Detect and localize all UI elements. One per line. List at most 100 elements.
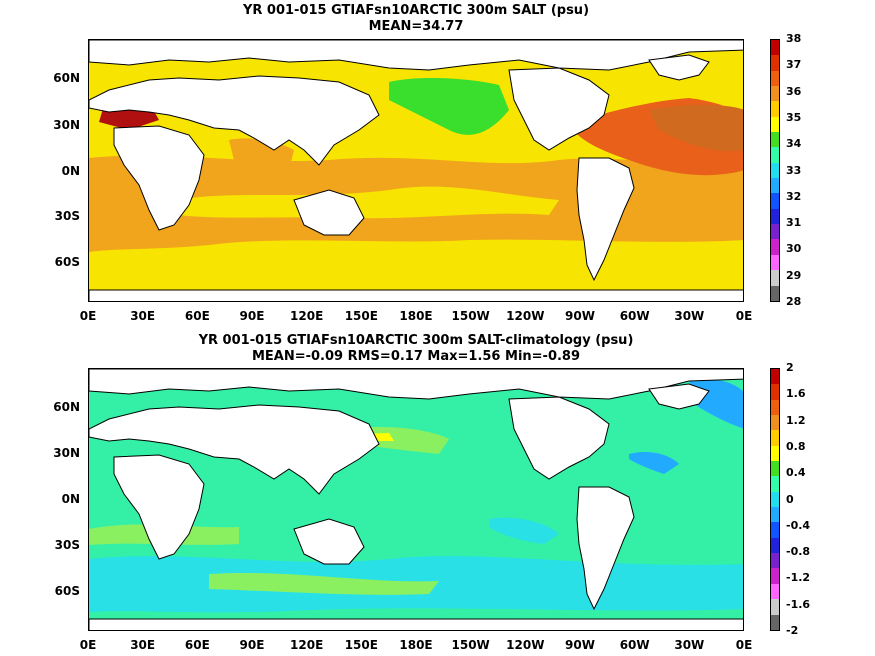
panel2-colorbar-swatch	[771, 599, 779, 615]
panel1-colorbar-label: 32	[786, 189, 802, 203]
panel1-lat-0n: 0N	[61, 164, 80, 178]
panel1-lon-label: 180E	[399, 309, 433, 323]
panel2-colorbar-swatch	[771, 583, 779, 600]
panel1-colorbar-swatch	[771, 147, 779, 163]
panel2-colorbar-swatch	[771, 369, 779, 385]
panel2-colorbar-swatch	[771, 384, 779, 400]
panel1-colorbar-swatch	[771, 86, 779, 102]
panel1-lon-label: 90E	[239, 309, 265, 323]
panel1-lon-label: 120E	[290, 309, 324, 323]
panel2-lat-60s: 60S	[54, 584, 80, 598]
panel2-lon-label: 120W	[506, 638, 545, 652]
panel1-lon-label: 150E	[344, 309, 378, 323]
panel1-colorbar-swatch	[771, 132, 779, 148]
panel1-title: YR 001-015 GTIAFsn10ARCTIC 300m SALT (ps…	[242, 3, 590, 18]
panel2-subtitle: MEAN=-0.09 RMS=0.17 Max=1.56 Min=-0.89	[251, 349, 581, 364]
panel1-colorbar-swatch	[771, 101, 779, 117]
panel1-colorbar-label: 37	[786, 58, 802, 72]
panel2-colorbar-label: 1.6	[786, 387, 806, 401]
panel2-land	[89, 369, 743, 630]
panel1-lon-label: 0E	[79, 309, 97, 323]
panel2-colorbar-label: -1.6	[786, 597, 811, 611]
panel1-lat-60s: 60S	[54, 255, 80, 269]
panel2-colorbar-label: -2	[786, 624, 799, 637]
panel2-lon-label: 120E	[290, 638, 324, 652]
panel1-colorbar-label: 33	[786, 163, 802, 177]
panel2-lon-label: 150E	[344, 638, 378, 652]
panel1-map	[88, 39, 744, 302]
panel1-colorbar-swatch	[771, 70, 779, 87]
panel1-colorbar-swatch	[771, 162, 779, 179]
panel1-lon-label: 120W	[506, 309, 545, 323]
panel2-colorbar-label: -0.4	[786, 518, 811, 532]
panel2-map-svg	[89, 369, 743, 630]
panel1-colorbar-label: 35	[786, 110, 802, 124]
panel1-colorbar-label: 36	[786, 84, 802, 98]
panel1-yellow-strip	[179, 186, 559, 219]
panel1-colorbar-swatch	[771, 116, 779, 133]
panel1-lat-30s: 30S	[54, 209, 80, 223]
panel1-atlantic-ne	[649, 104, 743, 151]
panel1-colorbar-label: 34	[786, 137, 802, 151]
panel1-colorbar-swatch	[771, 254, 779, 271]
panel1-lon-label: 90W	[565, 309, 595, 323]
panel1-colorbar	[770, 39, 780, 302]
panel2-colorbar-swatch	[771, 614, 779, 630]
panel1-colorbar-label: 29	[786, 268, 802, 282]
panel2-lat-30s: 30S	[54, 538, 80, 552]
panel2-lat-0n: 0N	[61, 492, 80, 506]
panel1-colorbar-swatch	[771, 208, 779, 225]
panel2-gulf-neg	[629, 452, 679, 474]
panel1-colorbar-swatch	[771, 193, 779, 209]
panel2-lon-label: 0E	[79, 638, 97, 652]
panel2-lon-label: 30E	[130, 638, 156, 652]
panel2-lon-label: 30W	[674, 638, 705, 652]
panel2-colorbar-swatch	[771, 476, 779, 492]
panel2-lon-label: 90W	[565, 638, 595, 652]
panel1-lat-30n: 30N	[53, 118, 80, 132]
panel2-colorbar-swatch	[771, 553, 779, 569]
panel1-colorbar-label: 28	[786, 295, 802, 308]
panel1-colorbar-swatch	[771, 178, 779, 194]
panel2-map	[88, 368, 744, 631]
panel1-lon-label: 30E	[130, 309, 156, 323]
panel1-colorbar-label: 31	[786, 216, 802, 230]
panel2-colorbar-label: 0.4	[786, 466, 806, 480]
panel2-lon-label: 60E	[184, 638, 210, 652]
panel2-colorbar-swatch	[771, 491, 779, 508]
panel2-colorbar-swatch	[771, 415, 779, 431]
panel2-colorbar-swatch	[771, 522, 779, 538]
panel2-colorbar-swatch	[771, 399, 779, 416]
panel1-colorbar-swatch	[771, 270, 779, 286]
panel2-colorbar-swatch	[771, 445, 779, 462]
panel1-lon-label: 30W	[674, 309, 705, 323]
panel2-lon-label: 0E	[735, 638, 753, 652]
panel2-lat-30n: 30N	[53, 446, 80, 460]
panel2-colorbar-label: 2	[786, 361, 794, 374]
panel2-colorbar-label: -0.8	[786, 545, 811, 559]
panel2-lon-label: 180E	[399, 638, 433, 652]
panel1-npacific-fresh	[389, 78, 509, 135]
panel2-lat-60n: 60N	[53, 400, 80, 414]
panel1-colorbar-swatch	[771, 285, 779, 301]
panel2-colorbar-label: -1.2	[786, 571, 811, 585]
panel1-lon-label: 60E	[184, 309, 210, 323]
panel1-colorbar-swatch	[771, 40, 779, 56]
panel2-colorbar-swatch	[771, 430, 779, 446]
panel1-lon-label: 60W	[619, 309, 650, 323]
panel2-lon-label: 60W	[619, 638, 650, 652]
panel2-lon-label: 90E	[239, 638, 265, 652]
panel2-colorbar-label: 1.2	[786, 413, 806, 427]
panel2-colorbar-swatch	[771, 537, 779, 554]
panel1-colorbar-swatch	[771, 55, 779, 71]
panel1-land	[89, 40, 743, 301]
panel1-subtitle: MEAN=34.77	[368, 19, 464, 34]
panel1-colorbar-swatch	[771, 224, 779, 240]
panel1-colorbar-swatch	[771, 239, 779, 255]
panel2-title: YR 001-015 GTIAFsn10ARCTIC 300m SALT-cli…	[198, 333, 634, 348]
panel2-colorbar-swatch	[771, 461, 779, 477]
panel2-southern-pos	[209, 572, 439, 595]
panel2-colorbar	[770, 368, 780, 631]
panel1-lat-60n: 60N	[53, 71, 80, 85]
panel2-lon-label: 150W	[451, 638, 490, 652]
